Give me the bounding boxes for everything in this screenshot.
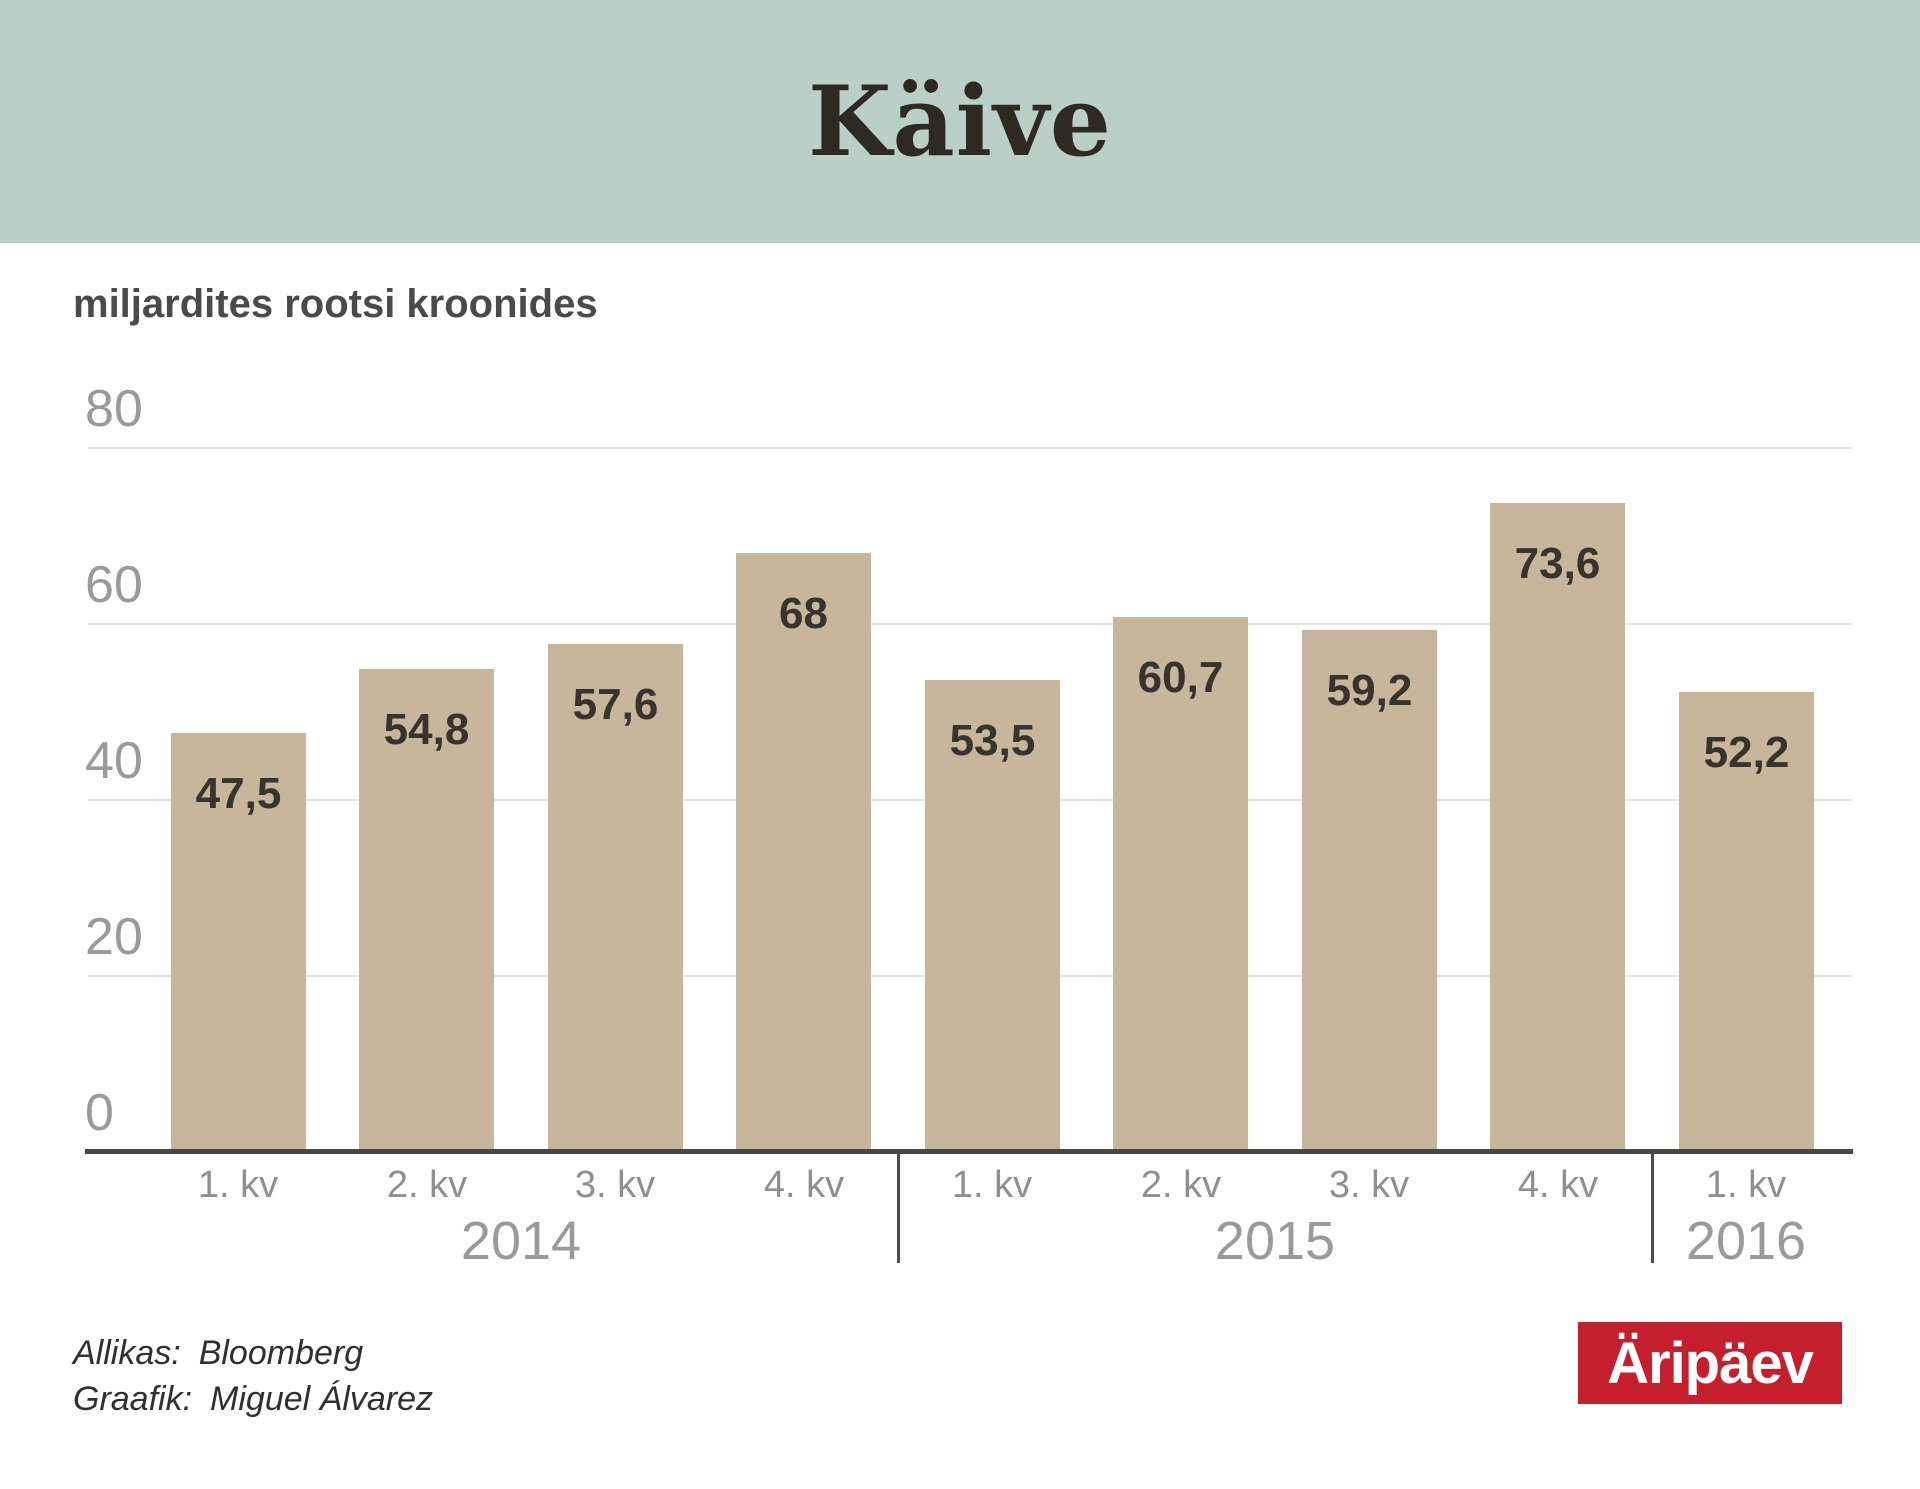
bar-value-label: 57,6 <box>572 680 659 729</box>
x-axis-label: 1. kv <box>1705 1164 1787 1206</box>
bar-value-label: 53,5 <box>949 716 1036 765</box>
bar: 59,2 <box>1302 630 1437 1151</box>
bar-value-label: 68 <box>779 589 828 638</box>
gridline <box>88 623 1852 625</box>
y-axis-tick-label: 80 <box>85 380 143 438</box>
bar: 68 <box>736 553 871 1151</box>
x-axis-label: 1. kv <box>197 1164 279 1206</box>
bar-value-label: 54,8 <box>383 705 470 754</box>
x-axis-label: 2. kv <box>1140 1164 1222 1206</box>
x-axis-label: 2. kv <box>386 1164 468 1206</box>
year-label: 2015 <box>1214 1211 1336 1271</box>
year-divider <box>897 1154 900 1263</box>
bar: 60,7 <box>1113 617 1248 1151</box>
y-axis-tick-label: 0 <box>85 1084 114 1142</box>
x-axis-label: 4. kv <box>1517 1164 1599 1206</box>
year-label: 2014 <box>460 1211 582 1271</box>
bar-value-label: 52,2 <box>1703 728 1790 777</box>
bar: 54,8 <box>359 669 494 1151</box>
bar: 52,2 <box>1679 692 1814 1151</box>
bar: 53,5 <box>925 680 1060 1151</box>
bar: 47,5 <box>171 733 306 1151</box>
aripaev-logo: Äripäev <box>1578 1322 1842 1404</box>
page-title: Käive <box>808 65 1112 178</box>
bar-value-label: 47,5 <box>195 769 282 818</box>
bar-value-label: 73,6 <box>1514 539 1601 588</box>
bar: 57,6 <box>548 644 683 1151</box>
y-axis-tick-label: 20 <box>85 908 143 966</box>
bar-value-label: 60,7 <box>1137 653 1224 702</box>
credit-label: Graafik: <box>73 1380 193 1418</box>
year-label: 2016 <box>1685 1211 1807 1271</box>
x-axis-line <box>85 1149 1853 1154</box>
x-axis-label: 1. kv <box>951 1164 1033 1206</box>
year-divider <box>1651 1154 1654 1263</box>
x-axis-label: 3. kv <box>574 1164 656 1206</box>
bar-value-label: 59,2 <box>1326 666 1413 715</box>
y-axis-tick-label: 40 <box>85 732 143 790</box>
bar: 73,6 <box>1490 503 1625 1151</box>
source-label: Allikas: <box>73 1334 181 1372</box>
gridline <box>88 447 1852 449</box>
credit-value: Miguel Álvarez <box>210 1380 434 1418</box>
x-axis-label: 4. kv <box>763 1164 845 1206</box>
source-line: Allikas: Bloomberg <box>73 1334 363 1373</box>
x-axis-label: 3. kv <box>1328 1164 1410 1206</box>
chart-subtitle: miljardites rootsi kroonides <box>73 282 598 326</box>
header-band <box>0 0 1920 243</box>
source-value: Bloomberg <box>198 1334 364 1372</box>
credit-line: Graafik: Miguel Álvarez <box>73 1380 433 1419</box>
aripaev-logo-text: Äripäev <box>1607 1330 1814 1396</box>
y-axis-tick-label: 60 <box>85 556 143 614</box>
